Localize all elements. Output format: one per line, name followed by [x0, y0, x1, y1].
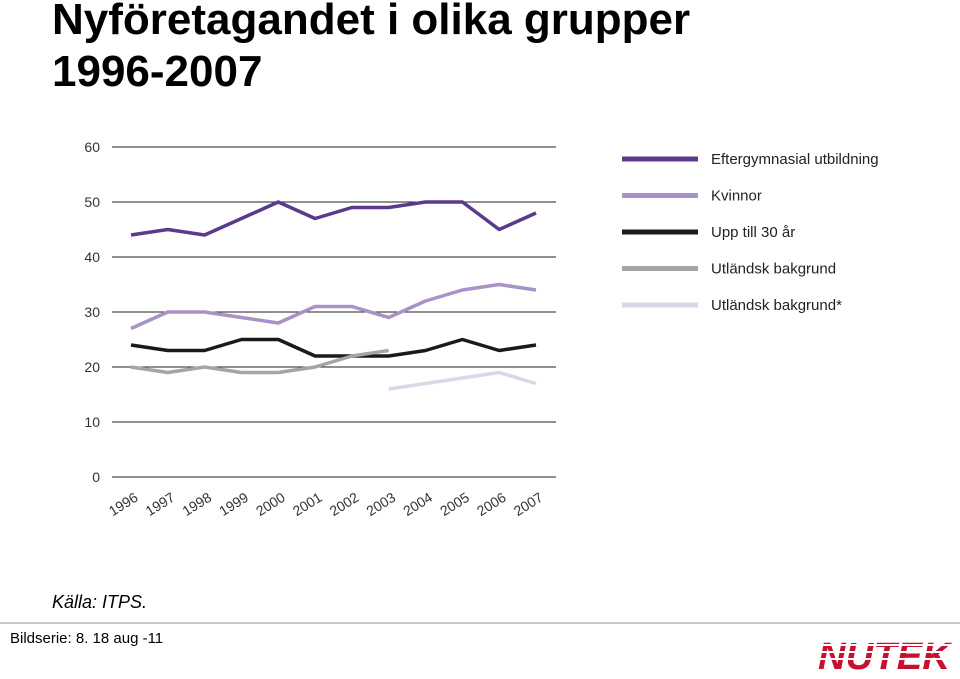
series-line: [130, 200, 537, 237]
x-tick-label: 1997: [143, 489, 178, 519]
x-tick-label: 1996: [106, 489, 141, 519]
series-line: [130, 348, 389, 375]
y-tick-label: 60: [84, 139, 100, 155]
grid-layer: 0 10 20 30 40 50 60: [84, 139, 556, 485]
legend: Eftergymnasial utbildning Kvinnor Upp till…: [622, 151, 879, 314]
x-tick-label: 2002: [327, 489, 362, 519]
x-tick-label: 2007: [511, 489, 546, 519]
x-tick-label: 2003: [363, 489, 398, 519]
nutek-logo-text: NUTEK: [818, 636, 952, 674]
source-note: Källa: ITPS.: [52, 592, 148, 612]
legend-label: Kvinnor: [711, 188, 762, 205]
y-tick-label: 50: [84, 194, 100, 210]
footer-text: Bildserie: 8. 18 aug -11: [10, 630, 164, 647]
page-title: Nyföretagandet i olika grupper 1996-2007: [52, 0, 690, 98]
series-line: [130, 282, 537, 331]
y-tick-label: 0: [92, 469, 100, 485]
x-tick-label: 1998: [179, 489, 214, 519]
series-line: [130, 337, 537, 358]
nutek-logo: NUTEK: [818, 636, 952, 674]
legend-label: Upp till 30 år: [711, 224, 795, 241]
legend-label: Eftergymnasial utbildning: [711, 151, 879, 168]
x-tick-label: 2000: [253, 489, 288, 519]
x-tick-label: 2004: [400, 489, 435, 519]
x-tick-label: 2001: [290, 489, 325, 519]
y-tick-label: 20: [84, 359, 100, 375]
legend-label: Utländsk bakgrund*: [711, 297, 842, 314]
legend-label: Utländsk bakgrund: [711, 261, 836, 278]
y-tick-label: 10: [84, 414, 100, 430]
series-layer: [130, 200, 537, 391]
x-tick-label: 1999: [216, 489, 251, 519]
x-axis-labels: 1996 1997 1998 1999 2000 2001 2002 2003 2004 2005…: [106, 489, 546, 519]
title-line-1: Nyföretagandet i olika grupper: [52, 0, 691, 44]
x-tick-label: 2005: [437, 489, 472, 519]
footer-divider: [0, 622, 960, 624]
title-line-2: 1996-2007: [52, 47, 263, 96]
y-tick-label: 40: [84, 249, 100, 265]
series-line: [388, 370, 537, 391]
x-tick-label: 2006: [474, 489, 509, 519]
y-tick-label: 30: [84, 304, 100, 320]
